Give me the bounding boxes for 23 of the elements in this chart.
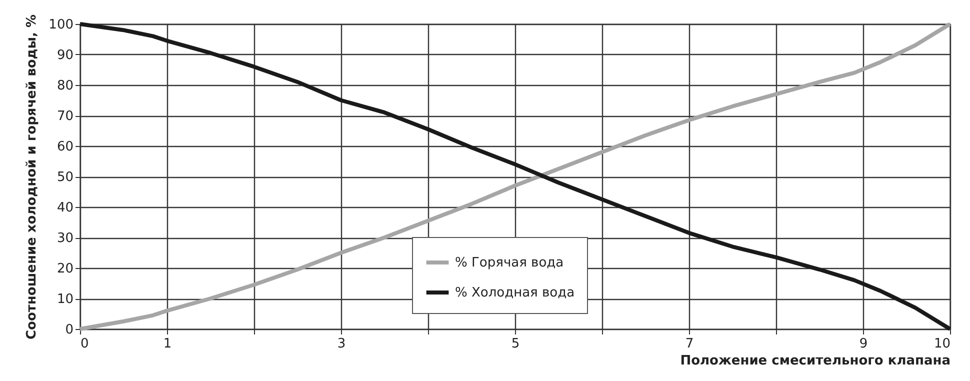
x-tick-label: 7 [685,336,694,352]
x-tick-label: 5 [511,336,520,352]
y-tick-label: 0 [65,322,74,338]
y-tick-label: 40 [56,200,74,216]
y-tick-label: 90 [56,48,74,63]
y-tick-label: 70 [56,109,74,124]
x-tick-label: 0 [80,336,89,352]
y-tick-label: 80 [56,78,74,94]
y-tick-label: 60 [56,140,74,154]
y-tick-label: 20 [56,262,74,276]
y-tick-label: 50 [56,170,74,185]
x-axis-title: Положение смесительного клапана [680,354,950,368]
y-axis-title: Соотношение холодной и горячей воды, % [24,14,40,340]
y-tick-label: 100 [48,18,74,32]
line-series [78,22,952,331]
x-tick-label: 1 [163,336,172,352]
y-tick-label: 10 [56,292,74,307]
x-tick-label: 3 [337,336,346,352]
x-tick-label: 9 [859,336,868,352]
y-tick-label: 30 [56,231,74,246]
legend-label: % Горячая вода [455,256,564,270]
legend-label: % Холодная вода [455,286,575,300]
x-tick-label: 10 [934,336,950,352]
